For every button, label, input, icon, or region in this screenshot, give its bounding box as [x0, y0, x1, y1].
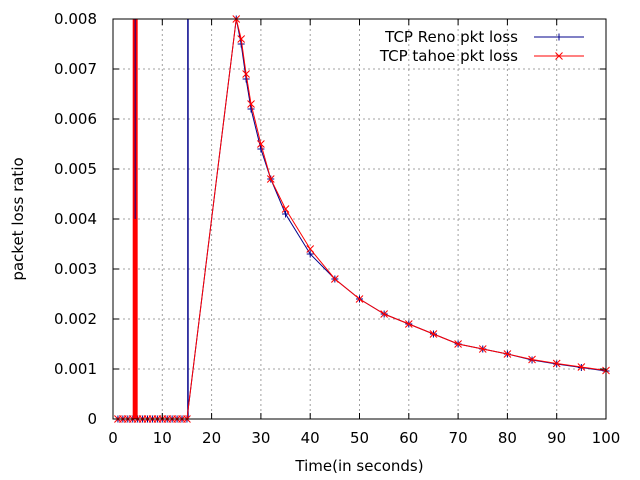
y-tick-label: 0.003 — [54, 260, 97, 278]
x-tick-label: 60 — [399, 429, 418, 447]
cross-marker — [266, 175, 275, 183]
plus-marker — [282, 210, 290, 218]
x-tick-label: 80 — [498, 429, 517, 447]
legend-label: TCP Reno pkt loss — [384, 28, 518, 46]
y-tick-label: 0 — [87, 410, 97, 428]
y-tick-label: 0.004 — [54, 210, 97, 228]
legend-item: TCP Reno pkt loss — [384, 28, 584, 46]
cross-marker — [247, 100, 255, 108]
cross-marker — [306, 245, 315, 253]
x-tick-label: 50 — [350, 429, 369, 447]
cross-marker — [281, 205, 290, 213]
cross-marker — [330, 275, 339, 283]
cross-marker — [355, 295, 364, 303]
x-tick-label: 30 — [251, 429, 270, 447]
x-axis-title: Time(in seconds) — [294, 457, 423, 475]
x-tick-label: 20 — [202, 429, 221, 447]
cross-marker — [257, 140, 265, 148]
cross-marker — [404, 320, 413, 328]
cross-marker — [577, 363, 586, 371]
plus-marker — [555, 33, 563, 41]
cross-marker — [380, 310, 389, 318]
plus-marker — [257, 145, 265, 153]
x-tick-label: 0 — [108, 429, 118, 447]
y-tick-label: 0.001 — [54, 360, 97, 378]
legend-label: TCP tahoe pkt loss — [379, 47, 518, 65]
cross-marker — [429, 330, 438, 338]
x-tick-label: 100 — [592, 429, 621, 447]
y-tick-label: 0.007 — [54, 60, 97, 78]
x-tick-label: 10 — [153, 429, 172, 447]
cross-marker — [552, 359, 561, 368]
y-tick-label: 0.005 — [54, 160, 97, 178]
cross-marker — [528, 355, 536, 364]
grid — [113, 19, 606, 419]
plus-marker — [247, 105, 255, 113]
x-tick-label: 40 — [301, 429, 320, 447]
y-tick-label: 0.008 — [54, 10, 97, 28]
x-tick-label: 70 — [449, 429, 468, 447]
plus-marker — [306, 250, 314, 258]
cross-marker — [454, 340, 462, 348]
y-axis-title: packet loss ratio — [9, 157, 27, 280]
y-tick-label: 0.002 — [54, 310, 97, 328]
legend-item: TCP tahoe pkt loss — [379, 47, 584, 65]
cross-marker — [555, 52, 563, 60]
cross-marker — [242, 70, 250, 78]
y-tick-label: 0.006 — [54, 110, 97, 128]
cross-marker — [478, 345, 487, 353]
cross-marker — [237, 35, 246, 43]
cross-marker — [503, 350, 512, 358]
axis-ticks: 0 10 20 30 40 50 60 70 80 90 100 0 0.001 0.002 0.003 0.… — [54, 10, 620, 447]
x-tick-label: 90 — [547, 429, 566, 447]
